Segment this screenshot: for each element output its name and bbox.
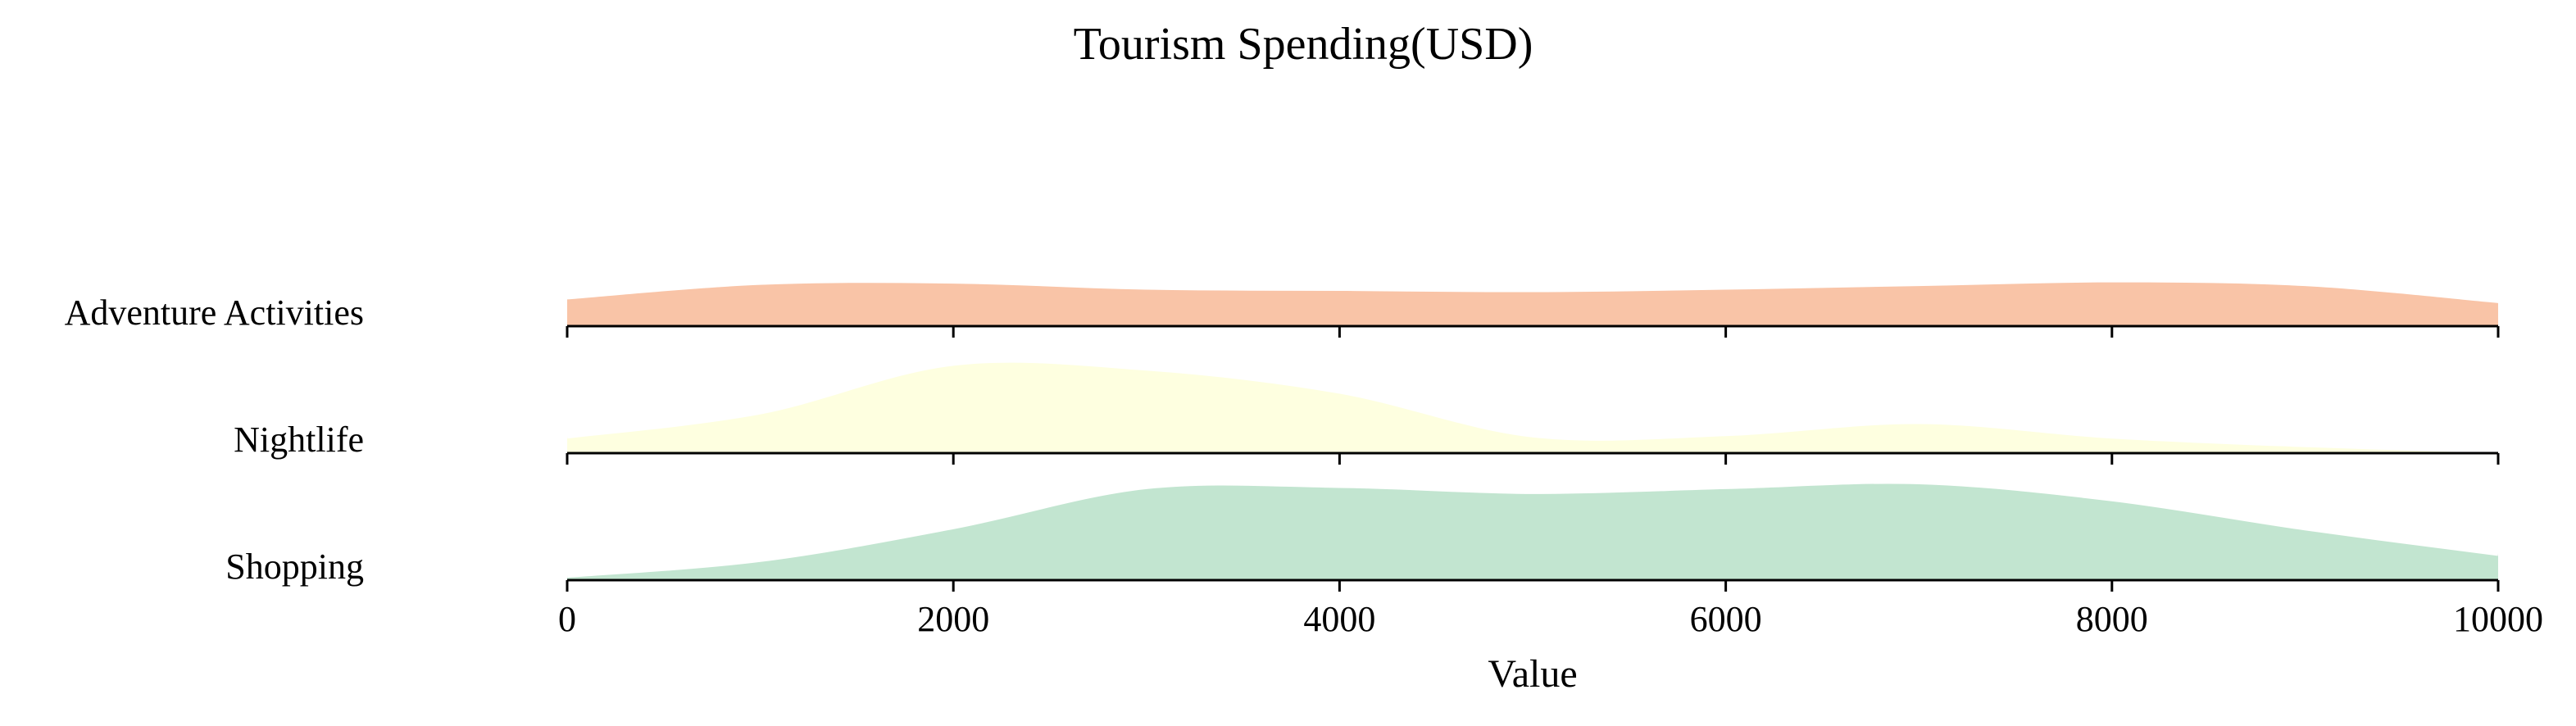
ridge-nightlife: Nightlife (234, 357, 2500, 465)
x-tick-label: 4000 (1303, 599, 1375, 639)
ridge-outline-shopping (566, 479, 2499, 579)
x-axis-label: Value (1488, 652, 1577, 696)
chart-title: Tourism Spending(USD) (1074, 19, 1533, 70)
ridge-shopping: Shopping (225, 479, 2500, 592)
x-axis: 0 2000 4000 6000 8000 10000 (558, 599, 2543, 639)
ridge-adventure-activities: Adventure Activities (65, 282, 2500, 338)
x-tick-label: 8000 (2076, 599, 2148, 639)
ridge-label-nightlife: Nightlife (234, 420, 364, 460)
ridge-area-shopping (567, 481, 2498, 580)
ridge-outline-nightlife (566, 357, 2499, 454)
ridge-label-shopping: Shopping (225, 547, 364, 587)
ridge-label-adventure-activities: Adventure Activities (65, 293, 364, 333)
x-tick-label: 10000 (2453, 599, 2543, 639)
x-tick-label: 2000 (917, 599, 989, 639)
ridge-area-adventure-activities (567, 282, 2498, 326)
x-tick-label: 6000 (1690, 599, 1762, 639)
x-tick-label: 0 (558, 599, 576, 639)
ridges: Adventure Activities Nightlife Shopping (65, 282, 2500, 592)
